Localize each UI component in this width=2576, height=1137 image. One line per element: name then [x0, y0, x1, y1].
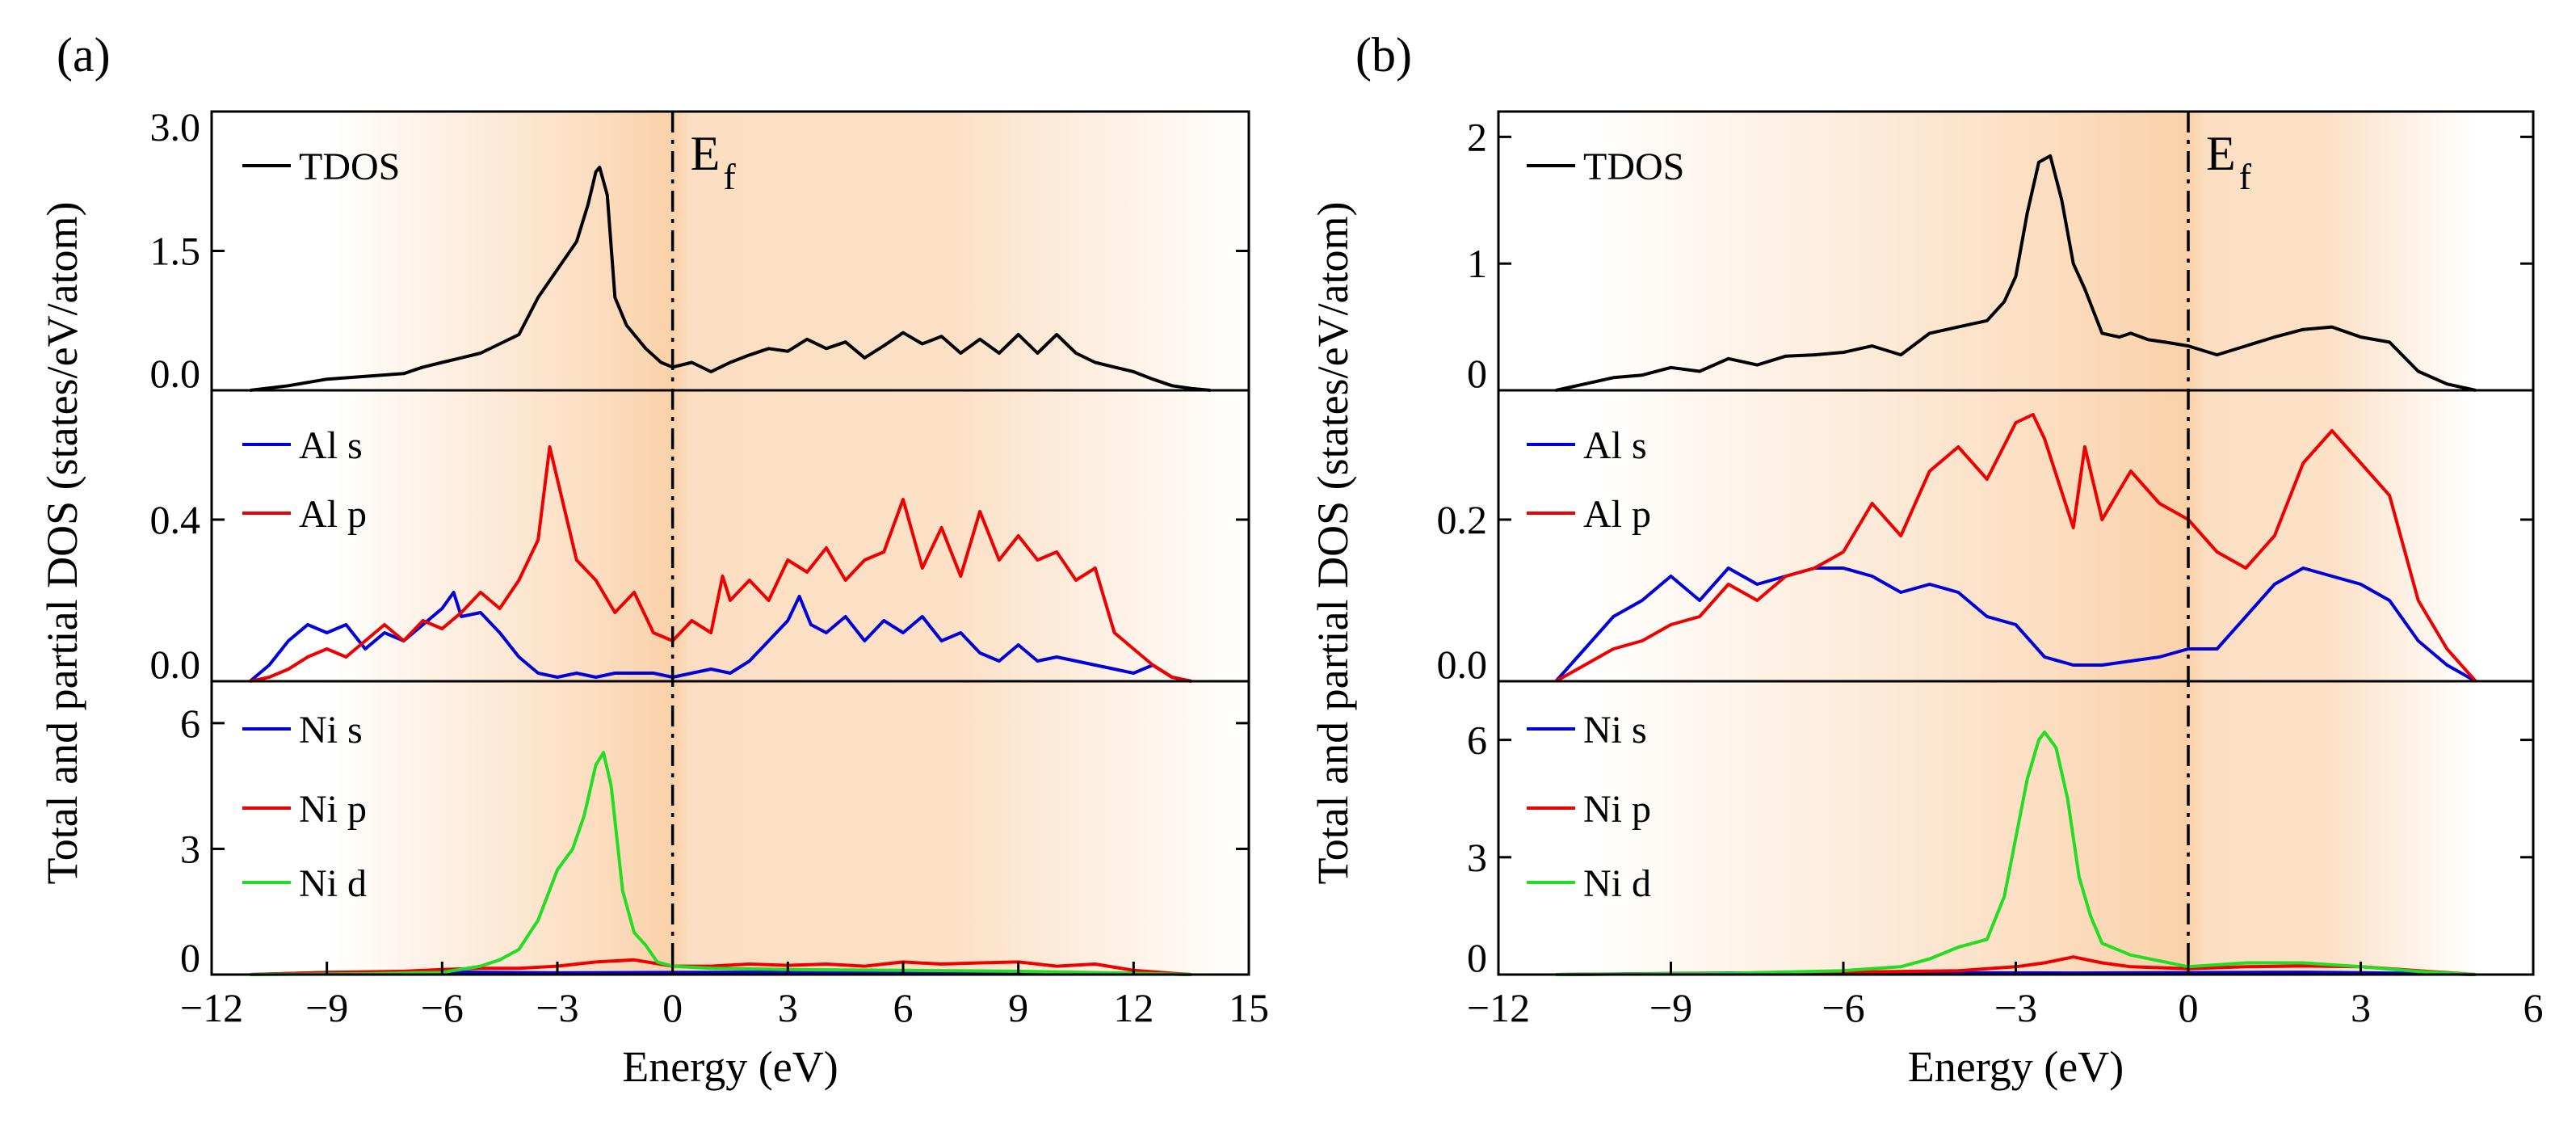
xtick-label: 6 [893, 985, 914, 1030]
xtick-label: −12 [180, 985, 243, 1030]
series-tdos [250, 166, 1211, 392]
legend-entry: Ni s [299, 709, 363, 752]
legend-entry: TDOS [1583, 145, 1684, 188]
subplot-ni: 0 3 6 Ni s Ni p Ni d [180, 701, 1249, 980]
legend-entry: Ni d [1583, 862, 1651, 905]
plot-frame [210, 110, 1250, 976]
fermi-label: Ef [2206, 127, 2252, 197]
xtick-label: 3 [778, 985, 798, 1030]
xtick-label: −6 [1822, 985, 1864, 1030]
ytick-label: 6 [180, 701, 200, 746]
series-al-p [1555, 413, 2477, 683]
ytick-label: 3 [180, 826, 200, 871]
subplot-al: 0.0 0.4 Al s Al p [150, 424, 1249, 687]
ytick-label: 0 [180, 935, 200, 980]
xtick-label: 12 [1113, 985, 1154, 1030]
ytick-label: 0.4 [150, 497, 201, 542]
xtick-label: 6 [2523, 985, 2544, 1030]
valence-band-shading [1584, 112, 2476, 975]
xtick-label: 0 [2179, 985, 2199, 1030]
xtick-label: −12 [1467, 985, 1530, 1030]
fermi-label: Ef [691, 127, 737, 197]
xtick-label: −3 [536, 985, 578, 1030]
ytick-label: 1 [1467, 241, 1487, 286]
fermi-label-main: E [691, 127, 721, 180]
fermi-label-sub: f [723, 156, 736, 197]
fermi-label-sub: f [2239, 156, 2252, 197]
ytick-label: 3 [1467, 835, 1487, 880]
legend-entry: Al s [1583, 424, 1647, 467]
y-axis-label: Total and partial DOS (states/eV/atom) [1309, 202, 1357, 885]
series-tdos [1555, 154, 2477, 392]
xtick-label: −9 [1649, 985, 1692, 1030]
ytick-label: 0.0 [150, 642, 201, 687]
ytick-label: 0.0 [150, 351, 201, 396]
series-ni-d [1556, 730, 2476, 976]
xtick-label: 0 [662, 985, 683, 1030]
subplot-al: 0.0 0.2 Al s Al p [1437, 413, 2533, 687]
ytick-label: 2 [1467, 114, 1487, 159]
legend-entry: Ni p [299, 788, 367, 831]
xtick-label: −6 [421, 985, 464, 1030]
legend-entry: Ni s [1583, 709, 1647, 752]
legend-entry: TDOS [299, 145, 400, 188]
ytick-label: 6 [1467, 718, 1487, 763]
subplot-tdos: 0 1 2 TDOS [1467, 114, 2533, 396]
ytick-label: 1.5 [150, 229, 201, 274]
panel-label: (a) [57, 28, 111, 82]
xtick-label: 3 [2351, 985, 2371, 1030]
xtick-label: 15 [1229, 985, 1269, 1030]
panel-a: 0.0 1.5 3.0 TDOS 0.0 0.4 Al s Al p 0 3 6 Ni s Ni p Ni… [38, 28, 1269, 1091]
valence-band-shading [326, 112, 1250, 975]
subplot-ni: 0 3 6 Ni s Ni p Ni d [1467, 709, 2533, 980]
fermi-label-main: E [2206, 127, 2236, 180]
panel-b: 0 1 2 TDOS 0.0 0.2 Al s Al p 0 3 6 Ni s Ni p Ni d Ef −1… [1309, 28, 2544, 1091]
panel-label: (b) [1355, 28, 1412, 82]
legend-entry: Ni d [299, 862, 367, 905]
ytick-label: 0 [1467, 351, 1487, 396]
series-ni-d [250, 751, 1191, 976]
xtick-label: −9 [305, 985, 348, 1030]
legend-entry: Al s [299, 424, 363, 467]
series-al-p [250, 445, 1192, 683]
ytick-label: 0.0 [1437, 642, 1488, 687]
legend-entry: Al p [299, 493, 367, 536]
ytick-label: 0 [1467, 935, 1487, 980]
x-axis-label: Energy (eV) [1908, 1042, 2124, 1091]
legend-entry: Al p [1583, 493, 1651, 536]
x-axis-label: Energy (eV) [622, 1042, 838, 1091]
y-axis-label: Total and partial DOS (states/eV/atom) [38, 202, 86, 885]
legend-entry: Ni p [1583, 788, 1651, 831]
ytick-label: 0.2 [1437, 497, 1488, 542]
xtick-label: −3 [1994, 985, 2037, 1030]
series-al-s [1554, 566, 2477, 683]
xtick-label: 9 [1008, 985, 1028, 1030]
ytick-label: 3.0 [150, 104, 201, 149]
